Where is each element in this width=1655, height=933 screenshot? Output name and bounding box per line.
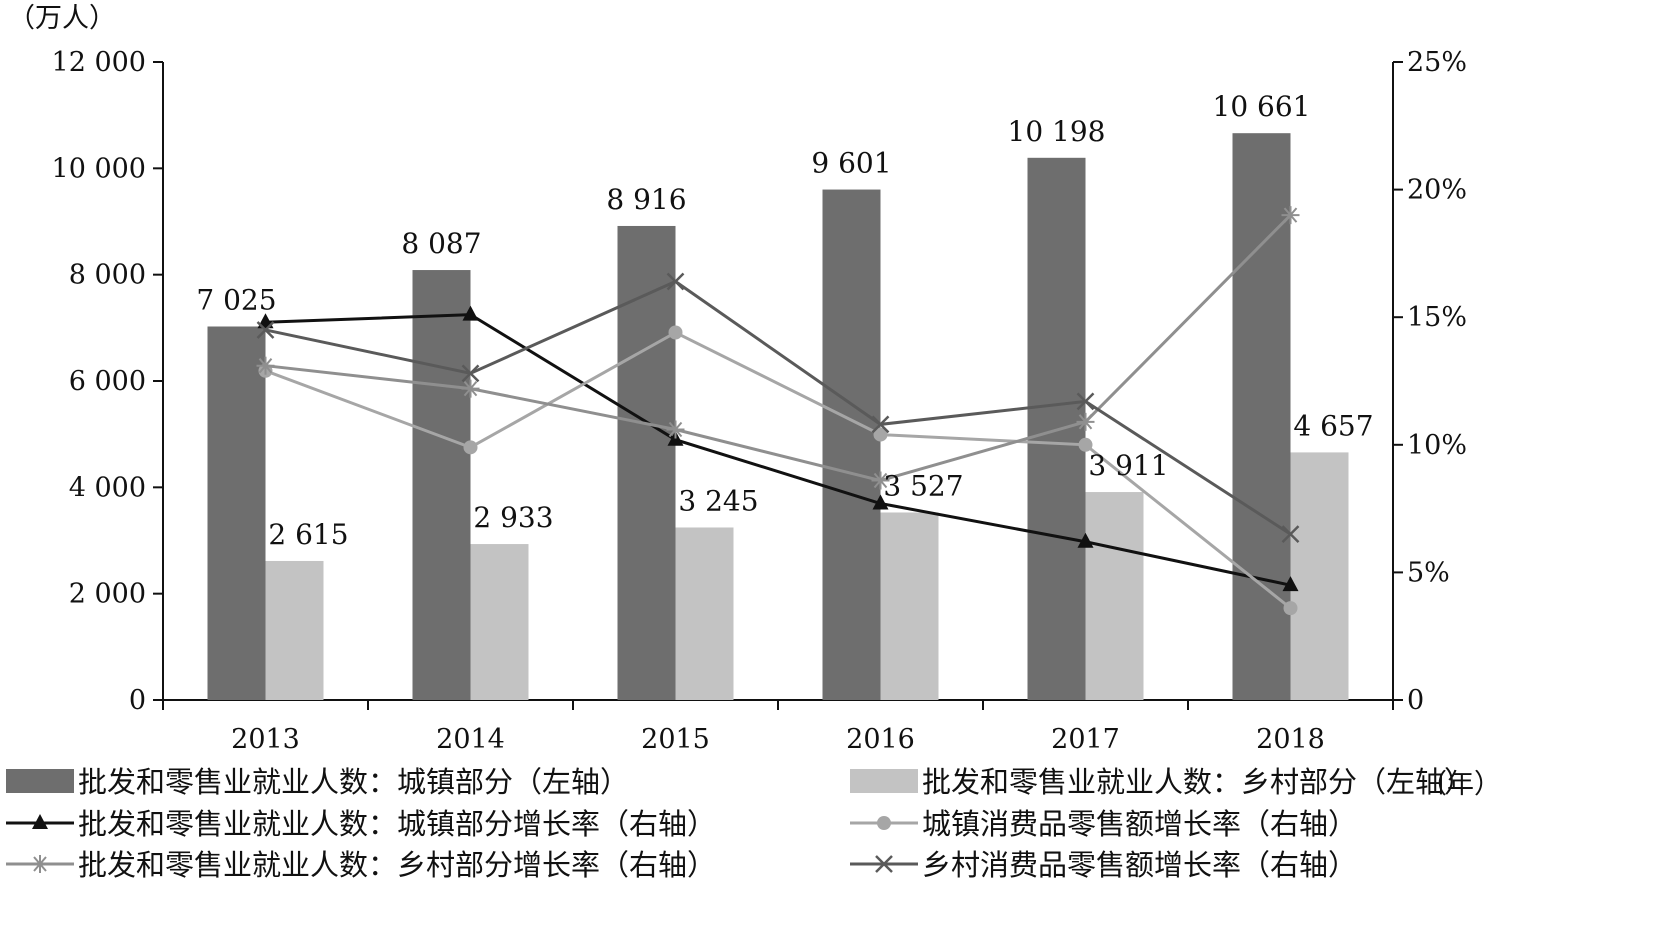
circle-marker	[463, 440, 478, 455]
right-tick-label: 0	[1407, 685, 1424, 716]
triangle-marker	[1077, 532, 1094, 548]
legend-swatch-bar	[6, 769, 74, 793]
star-marker	[1076, 412, 1095, 431]
x-stroke	[1281, 525, 1300, 544]
legend-label: 批发和零售业就业人数：乡村部分（左轴）	[922, 765, 1473, 799]
bar-urban	[617, 225, 676, 700]
bar-data-label: 2 615	[268, 518, 348, 551]
x-marker	[256, 321, 275, 339]
right-tick-label: 5%	[1407, 557, 1450, 588]
legend-swatch-bar	[850, 769, 918, 793]
bar-urban	[822, 189, 881, 701]
bar-urban	[1232, 133, 1291, 700]
bar-data-label: 3 245	[678, 484, 758, 517]
bars	[207, 133, 1349, 701]
circle-marker	[877, 816, 891, 830]
line-series-star	[265, 214, 1292, 483]
line-series-triangle	[265, 313, 1291, 587]
triangle-marker	[872, 494, 889, 510]
legend-label: 批发和零售业就业人数：城镇部分（左轴）	[78, 765, 629, 799]
line-series-x	[265, 279, 1292, 536]
legend-label: 批发和零售业就业人数：乡村部分增长率（右轴）	[78, 848, 716, 882]
bar-data-label: 9 601	[811, 147, 891, 180]
x-tick-label: 2018	[1256, 724, 1325, 755]
bar-data-label: 8 916	[606, 183, 686, 216]
left-tick-label: 4 000	[69, 472, 146, 503]
bar-rural	[470, 544, 529, 700]
axes: 0 2 000 4 000 6 000 8 000 10 000 12 000 0 5% 10% 1…	[52, 47, 1468, 755]
line-series-circle	[264, 330, 1292, 610]
x-stroke	[256, 321, 275, 339]
bar-data-label: 2 933	[473, 501, 553, 534]
x-marker	[871, 415, 890, 434]
left-tick-label: 6 000	[69, 366, 146, 397]
x-marker	[461, 364, 480, 383]
star-marker	[871, 471, 890, 490]
x-stroke	[871, 415, 890, 434]
bar-data-label: 3 911	[1088, 449, 1168, 482]
left-tick-label: 8 000	[69, 260, 146, 291]
left-tick-label: 0	[129, 685, 146, 716]
right-tick-label: 15%	[1407, 302, 1467, 333]
right-tick-label: 25%	[1407, 47, 1467, 78]
x-tick-label: 2016	[846, 724, 915, 755]
x-stroke	[666, 272, 685, 291]
star-marker	[31, 855, 49, 873]
triangle-marker	[1282, 576, 1299, 592]
x-axis-unit: （年）	[1420, 769, 1501, 800]
left-axis-unit: （万人）	[8, 3, 116, 34]
circle-marker	[1078, 437, 1093, 452]
bar-rural	[880, 512, 939, 700]
x-tick-label: 2015	[641, 724, 710, 755]
x-tick-label: 2014	[436, 724, 505, 755]
x-stroke	[461, 364, 480, 383]
bar-data-label: 10 198	[1008, 115, 1106, 148]
bar-rural	[675, 527, 734, 700]
left-tick-label: 2 000	[69, 579, 146, 610]
bar-rural	[1290, 452, 1349, 700]
legend-label: 乡村消费品零售额增长率（右轴）	[922, 848, 1357, 882]
circle-marker	[1283, 601, 1298, 616]
circle-marker	[668, 325, 683, 340]
bar-data-label: 8 087	[401, 227, 481, 260]
x-tick-label: 2017	[1051, 724, 1120, 755]
triangle-marker	[32, 814, 48, 829]
bar-data-label: 10 661	[1213, 90, 1311, 123]
x-stroke	[875, 855, 893, 873]
data-labels: 7 025 8 087 8 916 9 601 10 198 10 661 2 615 2 9…	[196, 90, 1373, 551]
lines	[256, 206, 1300, 616]
x-tick-label: 2013	[231, 724, 300, 755]
bar-rural	[265, 560, 324, 700]
bar-urban	[412, 270, 471, 700]
circle-marker	[873, 427, 888, 442]
bar-data-label: 7 025	[196, 284, 276, 317]
right-tick-label: 20%	[1407, 175, 1467, 206]
bar-data-label: 4 657	[1293, 409, 1373, 442]
x-stroke	[1076, 392, 1095, 411]
left-tick-label: 12 000	[52, 47, 146, 78]
star-marker	[666, 420, 685, 439]
bar-urban	[207, 326, 266, 700]
right-tick-label: 10%	[1407, 430, 1467, 461]
legend: 批发和零售业就业人数：城镇部分（左轴） 批发和零售业就业人数：乡村部分（左轴） 批发…	[6, 765, 1473, 882]
bar-rural	[1085, 492, 1144, 700]
x-marker	[875, 855, 893, 873]
legend-label: 批发和零售业就业人数：城镇部分增长率（右轴）	[78, 807, 716, 841]
star-marker	[461, 379, 480, 398]
bar-data-label: 3 527	[883, 469, 963, 502]
triangle-marker	[462, 305, 479, 321]
x-marker	[1281, 525, 1300, 544]
x-marker	[1076, 392, 1095, 411]
left-tick-label: 10 000	[52, 153, 146, 184]
star-marker	[256, 356, 275, 375]
x-marker	[666, 272, 685, 291]
star-marker	[1281, 206, 1300, 225]
legend-label: 城镇消费品零售额增长率（右轴）	[922, 807, 1357, 841]
